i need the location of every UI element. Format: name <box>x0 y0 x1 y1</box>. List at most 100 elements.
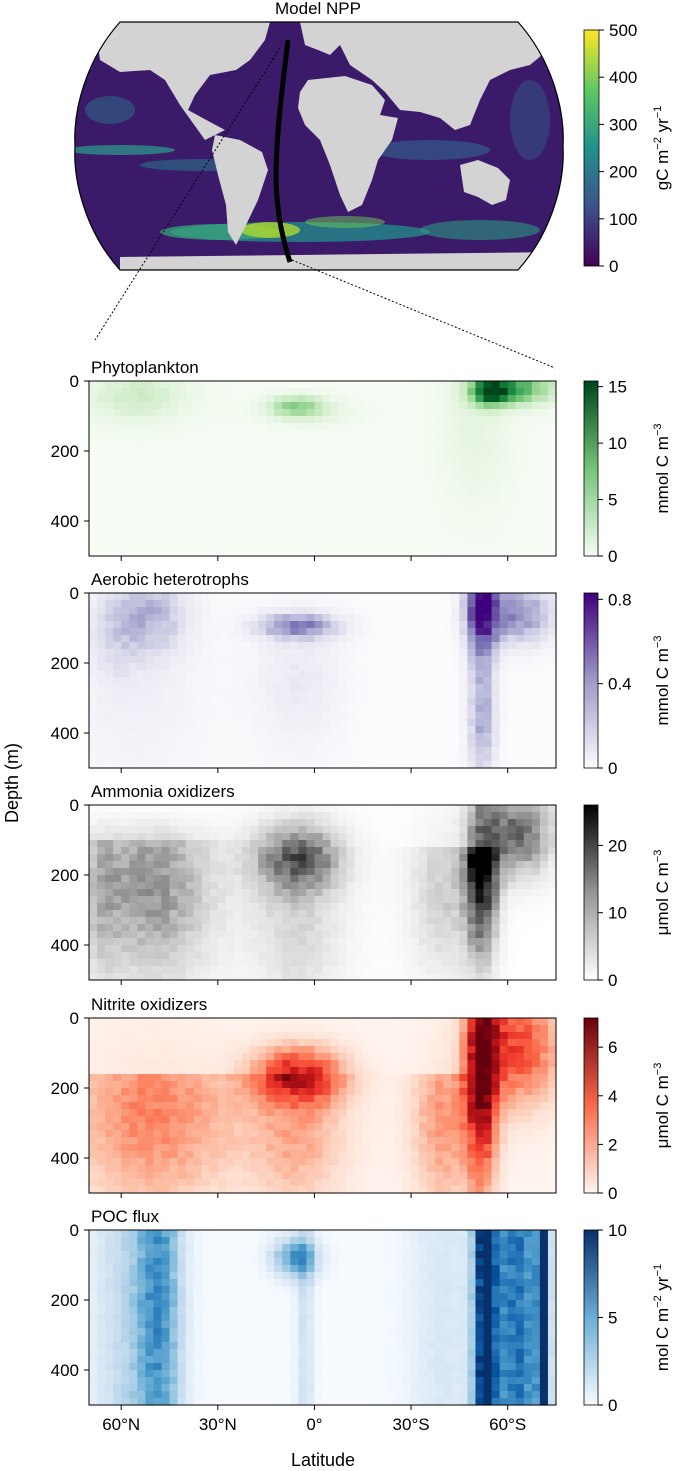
heatmap-cell <box>394 861 404 869</box>
heatmap-cell <box>97 1179 106 1187</box>
heatmap-cell <box>306 819 316 827</box>
heatmap-cell <box>491 959 501 967</box>
heatmap-cell <box>193 549 203 557</box>
heatmap-cell <box>547 381 557 389</box>
heatmap-cell <box>145 642 155 650</box>
heatmap-cell <box>298 847 307 855</box>
heatmap-cell <box>459 500 469 508</box>
heatmap-cell <box>113 1137 122 1145</box>
heatmap-cell <box>113 472 122 480</box>
heatmap-cell <box>145 649 155 657</box>
heatmap-cell <box>161 684 171 692</box>
heatmap-cell <box>298 642 307 650</box>
heatmap-cell <box>201 416 211 424</box>
heatmap-cell <box>435 535 444 543</box>
heatmap-cell <box>491 549 501 557</box>
heatmap-cell <box>282 854 291 862</box>
heatmap-cell <box>258 458 267 466</box>
heatmap-cell <box>225 1116 235 1124</box>
heatmap-cell <box>531 635 541 643</box>
heatmap-cell <box>153 917 163 925</box>
heatmap-cell <box>97 805 106 813</box>
heatmap-cell <box>177 875 187 883</box>
heatmap-cell <box>153 1088 163 1096</box>
heatmap-cell <box>105 465 114 473</box>
heatmap-cell <box>459 493 469 501</box>
heatmap-cell <box>435 444 444 452</box>
heatmap-cell <box>185 1172 195 1180</box>
heatmap-cell <box>306 712 316 720</box>
heatmap-cell <box>427 726 436 734</box>
heatmap-cell <box>145 416 155 424</box>
heatmap-cell <box>427 847 436 855</box>
heatmap-cell <box>523 733 533 741</box>
heatmap-cell <box>394 945 404 953</box>
heatmap-cell <box>370 430 380 438</box>
heatmap-cell <box>290 740 299 748</box>
heatmap-cell <box>185 1144 195 1152</box>
heatmap-cell <box>483 747 493 755</box>
heatmap-cell <box>290 416 299 424</box>
heatmap-cell <box>306 854 316 862</box>
heatmap-cell <box>435 430 444 438</box>
heatmap-cell <box>121 642 130 650</box>
heatmap-cell <box>161 472 171 480</box>
heatmap-cell <box>121 882 130 890</box>
heatmap-cell <box>403 747 412 755</box>
heatmap-cell <box>394 521 404 529</box>
heatmap-cell <box>177 924 187 932</box>
heatmap-cell <box>177 677 187 685</box>
heatmap-cell <box>97 402 106 410</box>
npp-map <box>74 22 564 270</box>
heatmap-cell <box>274 938 283 946</box>
heatmap-cell <box>290 507 299 515</box>
heatmap-cell <box>378 549 388 557</box>
heatmap-cell <box>475 621 485 629</box>
heatmap-cell <box>531 903 541 911</box>
heatmap-cell <box>523 493 533 501</box>
heatmap-cell <box>346 819 356 827</box>
heatmap-cell <box>386 663 396 671</box>
heatmap-cell <box>419 395 428 403</box>
heatmap-cell <box>523 861 533 869</box>
heatmap-cell <box>386 395 396 403</box>
heatmap-cell <box>338 656 348 664</box>
heatmap-cell <box>282 754 291 762</box>
heatmap-cell <box>306 423 316 431</box>
heatmap-cell <box>113 1165 122 1173</box>
heatmap-cell <box>97 381 106 389</box>
heatmap-cell <box>523 628 533 636</box>
heatmap-cell <box>322 677 332 685</box>
heatmap-cell <box>298 395 307 403</box>
heatmap-cell <box>346 712 356 720</box>
heatmap-cell <box>547 761 557 769</box>
heatmap-cell <box>137 500 146 508</box>
heatmap-cell <box>427 663 436 671</box>
heatmap-cell <box>97 479 106 487</box>
heatmap-cell <box>411 754 420 762</box>
heatmap-cell <box>370 628 380 636</box>
heatmap-cell <box>201 882 211 890</box>
heatmap-cell <box>338 423 348 431</box>
heatmap-cell <box>105 684 114 692</box>
heatmap-cell <box>394 966 404 974</box>
heatmap-cell <box>451 500 460 508</box>
heatmap-cell <box>322 395 332 403</box>
heatmap-cell <box>266 663 275 671</box>
heatmap-cell <box>491 903 501 911</box>
heatmap-cell <box>443 521 452 529</box>
heatmap-cell <box>225 614 235 622</box>
heatmap-cell <box>129 917 138 925</box>
heatmap-cell <box>258 465 267 473</box>
heatmap-cell <box>145 684 155 692</box>
heatmap-cell <box>145 628 155 636</box>
heatmap-cell <box>185 437 195 445</box>
heatmap-cell <box>250 959 259 967</box>
heatmap-cell <box>89 896 98 904</box>
heatmap-cell <box>298 600 307 608</box>
heatmap-cell <box>298 747 307 755</box>
heatmap-cell <box>250 747 259 755</box>
heatmap-cell <box>169 423 179 431</box>
heatmap-cell <box>394 402 404 410</box>
heatmap-cell <box>153 486 163 494</box>
